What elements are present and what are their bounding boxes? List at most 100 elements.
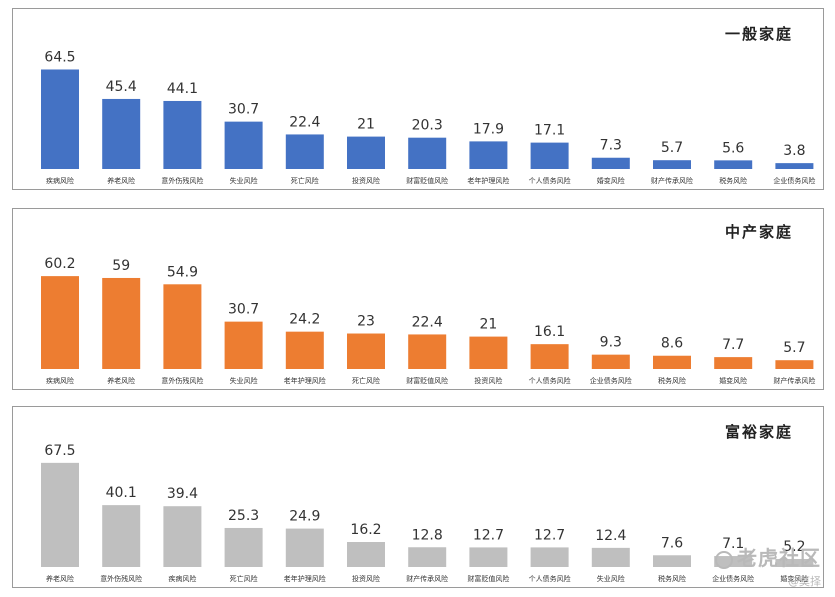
data-label: 12.7 (534, 527, 565, 543)
data-label: 17.9 (473, 121, 504, 137)
data-label: 5.2 (783, 539, 805, 555)
watermark-brand: 老虎社区 (737, 546, 821, 570)
chart-panel-wealthy: 富裕家庭 67.5 养老风险 40.1 意外伤残风险 39.4 疾病风险 25.3 死亡风险 2… (12, 406, 824, 588)
category-label: 意外伤残风险 (161, 176, 203, 185)
category-label: 失业风险 (230, 176, 258, 185)
bar (408, 137, 447, 169)
bar (41, 462, 79, 567)
data-label: 23 (357, 314, 375, 330)
watermark-author: @莫择 (788, 575, 821, 588)
data-label: 59 (112, 258, 130, 274)
category-label: 投资风险 (352, 574, 380, 583)
bar (469, 547, 508, 567)
chart-panel-middle-class: 中产家庭 60.2 疾病风险 59 养老风险 54.9 意外伤残风险 30.7 失业风险 24.… (12, 208, 824, 390)
data-label: 24.9 (289, 509, 320, 525)
bar (347, 136, 385, 169)
bar (408, 334, 447, 369)
data-label: 12.4 (595, 528, 626, 544)
bar (163, 284, 202, 369)
data-label: 7.6 (661, 535, 683, 551)
data-label: 8.6 (661, 336, 683, 352)
bar (224, 321, 263, 369)
bar (530, 547, 569, 567)
data-label: 54.9 (167, 264, 198, 280)
category-label: 疾病风险 (168, 574, 196, 583)
category-label: 失业风险 (597, 574, 625, 583)
chart-title: 一般家庭 (724, 25, 793, 43)
bar (775, 558, 814, 567)
data-label: 40.1 (106, 485, 137, 501)
data-label: 39.4 (167, 486, 198, 502)
data-label: 25.3 (228, 508, 259, 524)
category-label: 企业债务风险 (590, 376, 632, 385)
category-label: 意外伤残风险 (100, 574, 142, 583)
category-label: 税务风险 (658, 376, 686, 385)
bar (347, 542, 385, 567)
data-label: 5.6 (722, 140, 744, 156)
data-label: 22.4 (289, 114, 320, 130)
category-label: 财富贬值风险 (406, 376, 448, 385)
category-label: 老年护理风险 (284, 376, 326, 385)
bar (714, 556, 753, 567)
category-label: 疾病风险 (46, 376, 74, 385)
category-label: 失业风险 (230, 376, 258, 385)
category-label: 个人债务风险 (529, 176, 571, 185)
category-label: 财富贬值风险 (406, 176, 448, 185)
data-label: 16.1 (534, 324, 565, 340)
data-label: 45.4 (106, 79, 137, 95)
category-label: 死亡风险 (230, 574, 258, 583)
bar (41, 276, 79, 369)
category-label: 企业债务风险 (773, 176, 815, 185)
category-label: 养老风险 (107, 376, 135, 385)
data-label: 22.4 (412, 314, 443, 330)
category-label: 养老风险 (107, 176, 135, 185)
bar (224, 527, 263, 567)
bar (775, 163, 814, 169)
category-label: 老年护理风险 (467, 176, 509, 185)
bar (408, 547, 447, 567)
bar (591, 354, 630, 369)
tiger-logo-icon (715, 550, 733, 569)
data-label: 24.2 (289, 312, 320, 328)
data-label: 44.1 (167, 81, 198, 97)
data-label: 67.5 (44, 443, 75, 459)
data-label: 60.2 (44, 256, 75, 272)
category-label: 疾病风险 (46, 176, 74, 185)
bar (285, 528, 324, 567)
data-label: 7.1 (722, 536, 744, 552)
bar (530, 142, 569, 169)
data-label: 5.7 (661, 140, 683, 156)
bar (347, 333, 385, 369)
data-label: 17.1 (534, 123, 565, 139)
data-label: 30.7 (228, 302, 259, 318)
data-label: 30.7 (228, 102, 259, 118)
bar (285, 134, 324, 169)
category-label: 养老风险 (46, 574, 74, 583)
category-label: 婚变风险 (597, 176, 625, 185)
bar (714, 357, 753, 369)
data-label: 16.2 (350, 522, 381, 538)
data-label: 12.7 (473, 527, 504, 543)
category-label: 投资风险 (352, 176, 380, 185)
category-label: 死亡风险 (352, 376, 380, 385)
chart-title: 中产家庭 (724, 223, 793, 241)
category-label: 死亡风险 (291, 176, 319, 185)
bar (714, 160, 753, 169)
bar (102, 98, 141, 169)
category-label: 老年护理风险 (284, 574, 326, 583)
bar-chart-svg: 67.5 养老风险 40.1 意外伤残风险 39.4 疾病风险 25.3 死亡风险 24.9 老年… (41, 443, 814, 583)
bar (285, 331, 324, 369)
chart-panel-general: 一般家庭 64.5 疾病风险 45.4 养老风险 44.1 意外伤残风险 30.7 失业风险 2… (12, 8, 824, 190)
bar (469, 141, 508, 169)
bar (102, 277, 141, 369)
category-label: 婚变风险 (780, 574, 808, 583)
bar (653, 555, 691, 567)
bar (530, 344, 569, 369)
bar (653, 355, 691, 369)
category-label: 财产传承风险 (773, 376, 815, 385)
bar-chart-svg: 60.2 疾病风险 59 养老风险 54.9 意外伤残风险 30.7 失业风险 24.2 老年护理… (41, 256, 815, 385)
watermark: 老虎社区 @莫择 (715, 542, 821, 589)
bar (469, 336, 508, 369)
data-label: 20.3 (412, 118, 443, 134)
data-label: 5.7 (783, 340, 805, 356)
